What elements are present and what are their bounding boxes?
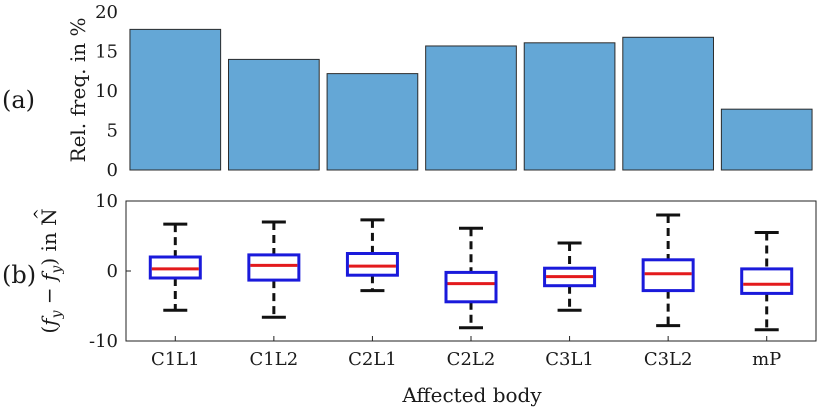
bar-C3L1 bbox=[523, 42, 616, 171]
bar-mP bbox=[720, 108, 813, 171]
box-C3L1 bbox=[543, 241, 597, 312]
bar-y-tick-label: 15 bbox=[95, 42, 118, 63]
iqr-box bbox=[345, 252, 399, 277]
box-C2L2 bbox=[444, 226, 498, 330]
iqr-box bbox=[444, 270, 498, 304]
box-mP bbox=[740, 231, 794, 332]
category-label-C3L2: C3L2 bbox=[644, 349, 693, 370]
bar-C2L1 bbox=[326, 73, 419, 171]
panel-label-a: (a) bbox=[2, 86, 35, 114]
bar-chart: Rel. freq. in % 0 5 10 15 20 bbox=[66, 2, 813, 181]
category-label-C3L1: C3L1 bbox=[545, 349, 594, 370]
box-y-tick-label: 0 bbox=[107, 261, 118, 282]
bar-y-tick-label: 20 bbox=[95, 2, 118, 23]
bar-y-tick-label: 5 bbox=[107, 121, 118, 142]
bar-C1L2 bbox=[228, 58, 320, 171]
box-plot: (fy − fy) in N ^ -10 0 10 C1L1 C1L2 C2L1 C2L2… bbox=[32, 191, 817, 370]
box-C2L1 bbox=[345, 218, 399, 293]
bar-C2L2 bbox=[425, 45, 517, 171]
box-C3L2 bbox=[641, 213, 695, 328]
category-label-mP: mP bbox=[752, 349, 781, 370]
box-plot-ylabel-hat: ^ bbox=[32, 208, 48, 220]
box-y-tick-label: 10 bbox=[95, 191, 118, 212]
box-C1L2 bbox=[247, 220, 301, 319]
bar-chart-ylabel: Rel. freq. in % bbox=[66, 18, 90, 163]
bar-C1L1 bbox=[129, 28, 222, 171]
box-C1L1 bbox=[148, 222, 202, 312]
iqr-box bbox=[247, 253, 301, 282]
category-label-C1L1: C1L1 bbox=[151, 349, 200, 370]
box-y-ticks: -10 0 10 bbox=[89, 191, 131, 352]
bar-y-tick-label: 10 bbox=[95, 81, 118, 102]
bar-y-tick-label: 0 bbox=[107, 160, 118, 181]
x-axis-label: Affected body bbox=[401, 383, 542, 407]
bar-C3L2 bbox=[622, 36, 714, 171]
category-label-C1L2: C1L2 bbox=[250, 349, 299, 370]
bars bbox=[129, 28, 813, 171]
iqr-box bbox=[740, 267, 794, 295]
box-plot-ylabel: (fy − fy) in N bbox=[37, 208, 65, 333]
category-label-C2L1: C2L1 bbox=[348, 349, 397, 370]
boxes bbox=[148, 213, 794, 332]
panel-label-b: (b) bbox=[2, 261, 36, 289]
bar-y-ticks: 0 5 10 15 20 bbox=[95, 2, 118, 181]
box-y-tick-label: -10 bbox=[89, 331, 118, 352]
category-label-C2L2: C2L2 bbox=[447, 349, 496, 370]
category-labels: C1L1 C1L2 C2L1 C2L2 C3L1 C3L2 mP bbox=[151, 336, 781, 370]
